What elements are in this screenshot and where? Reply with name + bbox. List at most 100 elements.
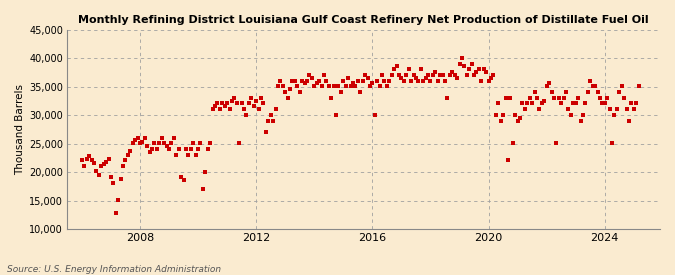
Point: [130, 138, 140, 143]
Point: [626, 101, 637, 106]
Point: [241, 113, 252, 117]
Point: [183, 153, 194, 157]
Point: [524, 95, 535, 100]
Point: [539, 98, 549, 103]
Point: [491, 113, 502, 117]
Point: [381, 84, 392, 89]
Point: [616, 84, 627, 89]
Point: [578, 113, 589, 117]
Point: [558, 95, 569, 100]
Point: [84, 154, 95, 159]
Point: [619, 95, 630, 100]
Point: [195, 141, 206, 145]
Point: [532, 95, 543, 100]
Point: [258, 101, 269, 106]
Point: [483, 78, 494, 83]
Point: [566, 113, 576, 117]
Point: [128, 141, 138, 145]
Point: [633, 84, 644, 89]
Point: [79, 163, 90, 168]
Point: [190, 153, 201, 157]
Point: [474, 67, 485, 72]
Point: [430, 70, 441, 74]
Point: [543, 81, 554, 86]
Point: [595, 95, 605, 100]
Point: [425, 78, 436, 83]
Point: [493, 101, 504, 106]
Point: [180, 147, 191, 151]
Y-axis label: Thousand Barrels: Thousand Barrels: [15, 84, 25, 175]
Point: [607, 141, 618, 145]
Point: [326, 95, 337, 100]
Point: [338, 78, 349, 83]
Point: [517, 101, 528, 106]
Point: [590, 84, 601, 89]
Point: [117, 164, 128, 168]
Point: [439, 78, 450, 83]
Point: [149, 141, 160, 145]
Point: [522, 101, 533, 106]
Point: [551, 141, 562, 145]
Point: [125, 148, 136, 153]
Point: [331, 113, 342, 117]
Point: [217, 101, 227, 106]
Point: [142, 144, 153, 148]
Point: [423, 73, 433, 77]
Point: [372, 78, 383, 83]
Point: [568, 101, 578, 106]
Point: [587, 84, 598, 89]
Point: [314, 78, 325, 83]
Point: [144, 150, 155, 154]
Point: [497, 113, 508, 117]
Point: [488, 73, 499, 77]
Point: [614, 90, 625, 94]
Point: [508, 141, 518, 145]
Point: [398, 78, 409, 83]
Point: [239, 107, 250, 111]
Point: [302, 78, 313, 83]
Point: [319, 73, 329, 77]
Point: [464, 67, 475, 72]
Point: [345, 84, 356, 89]
Point: [285, 87, 296, 91]
Point: [456, 56, 467, 60]
Point: [505, 95, 516, 100]
Point: [304, 73, 315, 77]
Point: [575, 118, 586, 123]
Point: [466, 61, 477, 66]
Point: [364, 84, 375, 89]
Point: [459, 64, 470, 68]
Point: [198, 187, 209, 191]
Point: [103, 156, 114, 161]
Point: [108, 181, 119, 185]
Point: [273, 84, 284, 89]
Point: [297, 78, 308, 83]
Point: [444, 73, 455, 77]
Point: [631, 101, 642, 106]
Point: [394, 73, 404, 77]
Point: [132, 135, 143, 140]
Point: [454, 61, 465, 66]
Point: [408, 73, 419, 77]
Point: [526, 101, 537, 106]
Point: [88, 161, 99, 166]
Point: [355, 90, 366, 94]
Point: [140, 135, 151, 140]
Point: [251, 98, 262, 103]
Point: [299, 81, 310, 86]
Point: [157, 135, 167, 140]
Point: [101, 159, 111, 164]
Point: [549, 95, 560, 100]
Point: [263, 118, 273, 123]
Point: [570, 101, 581, 106]
Point: [248, 104, 259, 108]
Point: [621, 107, 632, 111]
Point: [452, 76, 462, 80]
Point: [546, 90, 557, 94]
Point: [427, 73, 438, 77]
Point: [377, 73, 387, 77]
Point: [171, 153, 182, 157]
Point: [91, 169, 102, 174]
Point: [292, 84, 303, 89]
Point: [563, 107, 574, 111]
